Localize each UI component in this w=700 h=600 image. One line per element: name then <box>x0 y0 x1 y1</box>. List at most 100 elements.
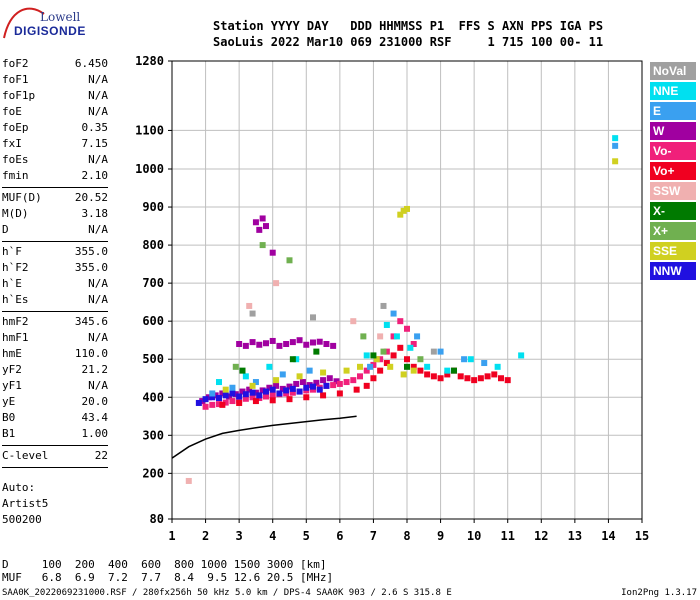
trace-point-w <box>242 342 249 349</box>
trace-point-w <box>266 384 273 391</box>
trace-point-vo <box>377 356 384 363</box>
param-value: 43.4 <box>81 411 109 424</box>
param-row: hmE 110.0 <box>2 346 108 362</box>
param-row: D N/A <box>2 222 108 238</box>
trace-point-w <box>263 223 269 230</box>
x-tick-label: 13 <box>568 529 582 543</box>
trace-point-e <box>209 390 216 397</box>
param-value: 345.6 <box>74 315 108 328</box>
trace-point-w <box>269 337 276 344</box>
trace-point-w <box>289 339 296 346</box>
trace-point-vo <box>343 379 350 386</box>
trace-point-vo <box>363 367 370 374</box>
trace-point-x <box>404 363 410 370</box>
y-tick-label: 1280 <box>135 54 164 68</box>
trace-point-nnw <box>242 391 249 398</box>
param-row: M(D) 3.18 <box>2 206 108 222</box>
trace-point-sse <box>296 373 303 380</box>
trace-point-vo <box>370 361 377 368</box>
y-tick-label: 1100 <box>135 123 164 137</box>
param-value: 1.00 <box>81 427 109 440</box>
file-info-footer: SAA0K_2022069231000.RSF / 280fx256h 50 k… <box>2 588 452 598</box>
y-tick-label: 400 <box>142 390 164 404</box>
trace-point-ssw <box>350 318 357 325</box>
x-tick-label: 11 <box>500 529 514 543</box>
x-axis-ticks: 1 2 3 4 5 6 7 8 9 10 11 12 13 14 15 <box>168 519 649 543</box>
legend-item-x: X+ <box>650 222 696 240</box>
trace-point-w <box>310 339 316 346</box>
x-tick-label: 14 <box>601 529 615 543</box>
param-row: hmF1 N/A <box>2 330 108 346</box>
trace-point-vo <box>417 367 424 374</box>
trace-point-vo <box>320 392 327 399</box>
trace-point-vo <box>404 356 410 363</box>
trace-point-w <box>326 375 333 382</box>
trace-point-w <box>256 341 263 348</box>
trace-point-w <box>306 382 313 389</box>
trace-point-vo <box>477 375 484 382</box>
param-row: C-level 22 <box>2 448 108 464</box>
param-value: 0.35 <box>81 121 109 134</box>
polarization-legend: NoVal NNE E W Vo- Vo+ SSW X- X+ SSE NNW <box>650 62 696 282</box>
legend-item-vo: Vo+ <box>650 162 696 180</box>
trace-point-ssw <box>185 477 192 484</box>
header-line-1: Station YYYY DAY DDD HHMMSS P1 FFS S AXN… <box>213 19 604 33</box>
trace-point-noval <box>249 310 256 317</box>
trace-point-w <box>323 341 330 347</box>
trace-point-sse <box>387 363 394 370</box>
legend-item-vo: Vo- <box>650 142 696 160</box>
param-row: fmin 2.10 <box>2 168 108 184</box>
y-tick-label: 800 <box>142 238 164 252</box>
trace-point-e <box>367 363 374 370</box>
param-row: B1 1.00 <box>2 426 108 442</box>
trace-point-noval <box>310 314 316 321</box>
trace-point-vo <box>404 325 410 332</box>
trace-point-w <box>232 391 239 398</box>
trace-point-w <box>252 389 259 396</box>
x-tick-label: 15 <box>635 529 649 543</box>
trace-point-vo <box>457 373 464 380</box>
param-row: h`E N/A <box>2 276 108 292</box>
trace-point-vo <box>336 380 343 387</box>
trace-point-sse <box>400 207 407 214</box>
trace-point-vo <box>289 389 296 396</box>
trace-point-w <box>226 393 233 400</box>
y-tick-label: 1000 <box>135 162 164 176</box>
param-name: yE <box>2 395 16 408</box>
trace-point-x <box>313 348 320 355</box>
trace-point-nnw <box>236 393 243 400</box>
param-name: M(D) <box>2 207 29 220</box>
trace-point-sse <box>397 211 404 218</box>
trace-point-nne <box>393 333 400 340</box>
trace-point-x <box>417 356 424 363</box>
trace-point-vo <box>236 399 243 406</box>
trace-point-e <box>306 367 313 374</box>
trace-point-nnw <box>249 389 256 396</box>
trace-point-nne <box>266 363 273 370</box>
legend-item-e: E <box>650 102 696 120</box>
trace-point-w <box>330 342 337 349</box>
trace-point-vo <box>504 377 511 384</box>
param-value: N/A <box>88 293 108 306</box>
trace-point-sse <box>612 158 619 165</box>
param-name: hmE <box>2 347 22 360</box>
trace-point-e <box>252 379 259 386</box>
trace-point-e <box>390 310 397 317</box>
trace-point-sse <box>273 377 280 384</box>
trace-point-w <box>263 340 269 347</box>
trace-point-nnw <box>202 396 209 403</box>
trace-point-w <box>293 380 300 387</box>
param-separator <box>2 241 108 242</box>
param-separator <box>2 467 108 468</box>
trace-point-vo <box>390 352 397 359</box>
trace-point-nne <box>424 363 431 370</box>
trace-point-nnw <box>289 385 296 392</box>
trace-point-w <box>316 338 323 345</box>
param-name: C-level <box>2 449 49 462</box>
param-value: N/A <box>88 89 108 102</box>
trace-point-e <box>437 348 444 355</box>
param-row: foF2 6.450 <box>2 56 108 72</box>
trace-point-e <box>279 371 286 378</box>
trace-point-e <box>461 356 468 363</box>
trace-point-nne <box>518 352 525 359</box>
